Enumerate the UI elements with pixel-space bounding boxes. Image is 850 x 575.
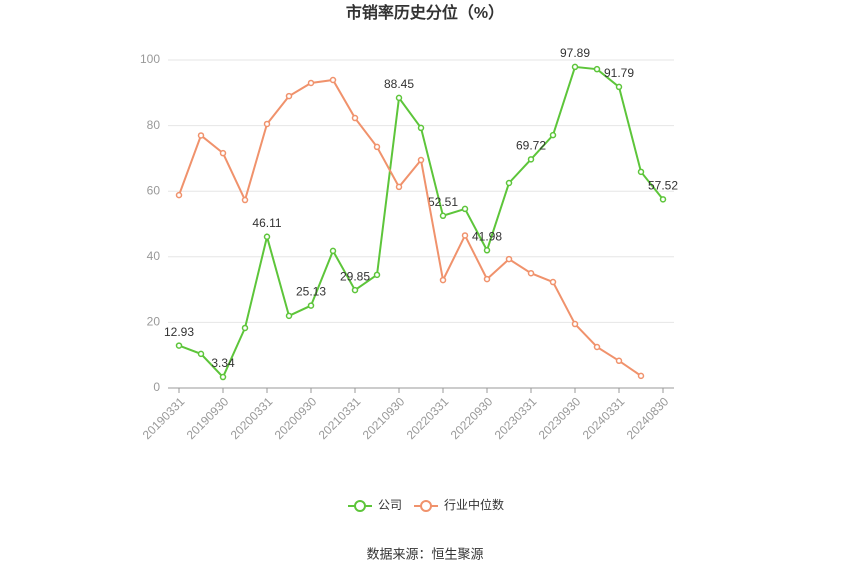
y-tick-label: 60 xyxy=(147,183,161,197)
point xyxy=(417,124,425,132)
point xyxy=(461,232,469,239)
point xyxy=(219,373,227,381)
point xyxy=(571,63,579,71)
point xyxy=(197,132,205,139)
point xyxy=(285,312,293,320)
x-tick-label: 20240331 xyxy=(580,394,628,442)
point xyxy=(439,276,447,284)
x-tick-label: 20190331 xyxy=(140,394,188,442)
x-tick-label: 20220930 xyxy=(448,394,496,442)
point xyxy=(549,278,557,286)
data-label: 46.11 xyxy=(252,216,281,230)
point xyxy=(219,149,227,157)
point xyxy=(307,302,315,309)
legend-marker xyxy=(420,500,433,512)
x-tick-label: 20200331 xyxy=(228,394,276,442)
point xyxy=(351,114,359,122)
point xyxy=(615,357,623,365)
point xyxy=(637,168,645,176)
point xyxy=(527,269,535,277)
y-tick-label: 20 xyxy=(147,315,161,329)
x-tick-label: 20210930 xyxy=(360,394,408,442)
point xyxy=(483,247,491,254)
point xyxy=(659,196,667,203)
data-label: 3.34 xyxy=(211,356,235,370)
x-tick-label: 20210331 xyxy=(316,394,364,442)
y-tick-label: 100 xyxy=(140,52,160,66)
point xyxy=(197,350,205,358)
data-label: 97.89 xyxy=(560,46,590,60)
point xyxy=(373,143,381,151)
data-label: 69.72 xyxy=(516,138,546,152)
point xyxy=(593,343,601,351)
point xyxy=(263,120,271,128)
point xyxy=(593,65,601,73)
point xyxy=(285,92,293,100)
point xyxy=(439,212,447,220)
point xyxy=(175,342,183,349)
point xyxy=(263,233,271,241)
x-tick-label: 20190930 xyxy=(184,394,232,442)
point xyxy=(307,79,315,87)
point xyxy=(527,156,535,163)
data-label: 41.98 xyxy=(472,229,502,243)
point xyxy=(549,131,557,139)
legend-label: 公司 xyxy=(378,498,402,512)
y-tick-label: 40 xyxy=(147,249,161,263)
data-label: 57.52 xyxy=(648,179,678,193)
chart-title: 市销率历史分位（%） xyxy=(346,3,504,22)
point xyxy=(241,196,249,204)
point xyxy=(505,179,513,187)
y-tick-label: 80 xyxy=(147,118,161,132)
data-label: 12.93 xyxy=(164,325,194,339)
point xyxy=(175,191,183,199)
point xyxy=(329,247,337,255)
x-tick-label: 20220331 xyxy=(404,394,452,442)
point xyxy=(241,324,249,332)
data-label: 88.45 xyxy=(384,77,414,91)
point xyxy=(637,372,645,380)
point xyxy=(373,271,381,279)
point xyxy=(505,255,513,263)
y-tick-label: 0 xyxy=(153,380,160,394)
data-label: 29.85 xyxy=(340,269,370,283)
point xyxy=(351,286,359,294)
data-label: 91.79 xyxy=(604,66,634,80)
point xyxy=(417,156,425,164)
point xyxy=(395,183,403,191)
point xyxy=(395,94,403,102)
point xyxy=(615,83,623,91)
point xyxy=(483,275,491,283)
series-line xyxy=(178,78,642,377)
data-label: 52.51 xyxy=(428,195,458,209)
point xyxy=(329,76,337,84)
x-tick-label: 20200930 xyxy=(272,394,320,442)
point xyxy=(571,320,579,328)
data-label: 25.13 xyxy=(296,285,326,299)
x-tick-label: 20230331 xyxy=(492,394,540,442)
source: 数据来源：恒生聚源 xyxy=(366,546,483,561)
x-tick-label: 20230930 xyxy=(536,394,584,442)
legend-marker xyxy=(354,500,366,512)
x-tick-label: 20240830 xyxy=(624,394,672,442)
legend-label: 行业中位数 xyxy=(444,497,504,512)
point xyxy=(461,205,469,213)
